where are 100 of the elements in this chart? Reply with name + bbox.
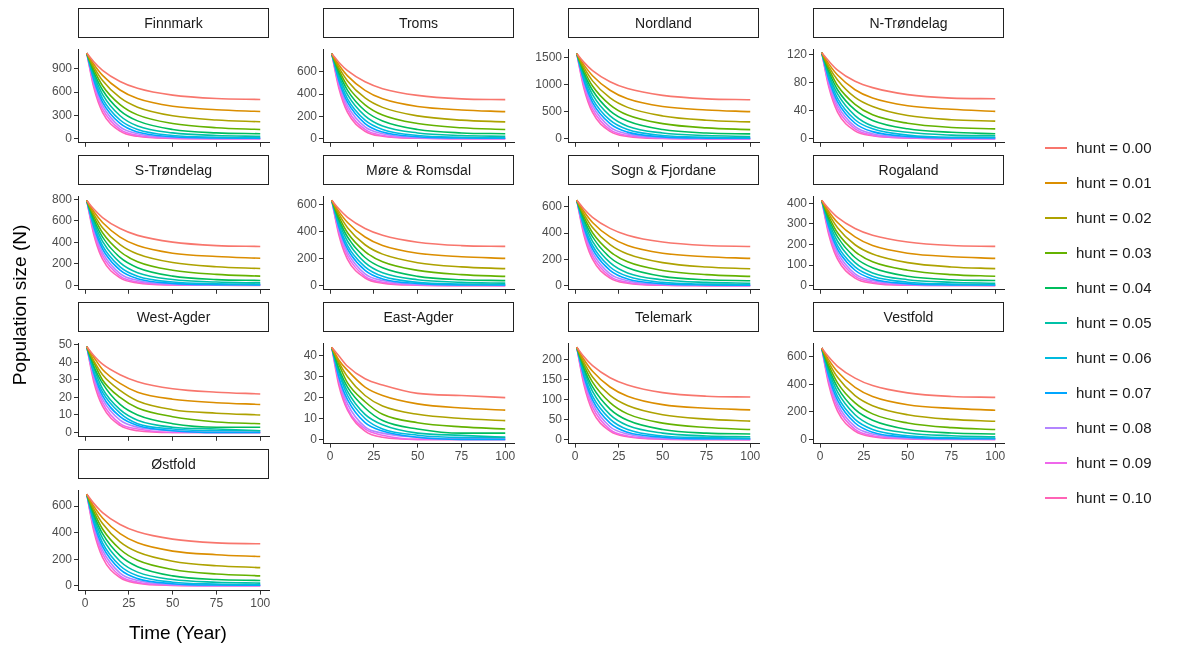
y-tick-label: 200: [51, 256, 73, 271]
x-tick-label: 50: [165, 596, 180, 611]
y-tick-label: 600: [786, 349, 808, 364]
y-tick-label: 900: [51, 61, 73, 76]
y-tick-label: 0: [310, 131, 318, 146]
line-series: [330, 199, 507, 248]
y-tick-label: 0: [800, 130, 808, 145]
y-tick-label: 600: [296, 63, 318, 78]
legend-label: hunt = 0.07: [1075, 383, 1152, 403]
y-tick-label: 0: [65, 424, 73, 439]
legend-label: hunt = 0.09: [1075, 453, 1152, 473]
x-tick-label: 50: [410, 449, 425, 464]
y-tick-label: 200: [786, 236, 808, 251]
chart-title: East-Agder: [323, 302, 514, 332]
line-series: [575, 346, 752, 398]
y-tick-label: 0: [310, 278, 318, 293]
y-tick-label: 0: [555, 131, 563, 146]
y-axis-title: Population size (N): [9, 224, 31, 386]
legend-label: hunt = 0.00: [1075, 138, 1152, 158]
chart-title: Troms: [323, 8, 514, 38]
line-series: [330, 346, 507, 399]
y-tick-label: 1000: [535, 76, 563, 91]
line-series: [820, 51, 997, 100]
x-tick-label: 100: [250, 596, 271, 611]
y-tick-label: 800: [51, 191, 73, 206]
y-tick-label: 400: [296, 86, 318, 101]
x-axis-title: Time (Year): [129, 622, 227, 644]
x-tick-label: 75: [699, 449, 714, 464]
x-tick-label: 75: [454, 449, 469, 464]
x-tick-label: 100: [985, 449, 1006, 464]
x-tick-label: 0: [326, 449, 334, 464]
y-tick-label: 400: [51, 234, 73, 249]
line-series: [575, 52, 752, 101]
chart-title: Finnmark: [78, 8, 269, 38]
y-tick-label: 10: [58, 407, 73, 422]
y-tick-label: 400: [51, 525, 73, 540]
chart-title: Nordland: [568, 8, 759, 38]
x-tick-label: 100: [740, 449, 761, 464]
legend-label: hunt = 0.04: [1075, 278, 1152, 298]
legend-label: hunt = 0.10: [1075, 488, 1152, 508]
x-tick-label: 75: [944, 449, 959, 464]
y-tick-label: 0: [65, 277, 73, 292]
legend-label: hunt = 0.02: [1075, 208, 1152, 228]
x-tick-label: 50: [655, 449, 670, 464]
y-tick-label: 40: [58, 354, 73, 369]
y-tick-label: 200: [296, 108, 318, 123]
y-tick-label: 400: [296, 223, 318, 238]
y-tick-label: 0: [555, 278, 563, 293]
y-tick-label: 0: [800, 278, 808, 292]
line-series: [85, 493, 262, 545]
legend-label: hunt = 0.05: [1075, 313, 1152, 333]
chart-title: Rogaland: [813, 155, 1004, 185]
y-tick-label: 80: [793, 75, 808, 90]
y-tick-label: 200: [541, 251, 563, 266]
chart-title: Møre & Romsdal: [323, 155, 514, 185]
chart-title: Vestfold: [813, 302, 1004, 332]
y-tick-label: 400: [786, 195, 808, 210]
y-tick-label: 1500: [535, 49, 563, 64]
line-series: [575, 199, 752, 248]
y-tick-label: 600: [51, 213, 73, 228]
y-tick-label: 0: [555, 431, 563, 446]
x-tick-label: 50: [900, 449, 915, 464]
y-tick-label: 0: [800, 431, 808, 446]
x-tick-label: 25: [612, 449, 626, 464]
y-tick-label: 20: [303, 389, 318, 404]
legend-label: hunt = 0.01: [1075, 173, 1152, 193]
x-tick-label: 25: [122, 596, 136, 611]
x-tick-label: 75: [209, 596, 224, 611]
y-tick-label: 30: [303, 368, 318, 383]
y-tick-label: 40: [303, 348, 318, 363]
chart-title: Sogn & Fjordane: [568, 155, 759, 185]
y-tick-label: 150: [541, 371, 563, 386]
y-tick-label: 200: [786, 404, 808, 419]
y-tick-label: 100: [786, 257, 808, 272]
y-tick-label: 100: [541, 391, 563, 406]
y-tick-label: 200: [51, 551, 73, 566]
x-tick-label: 0: [81, 596, 89, 611]
y-tick-label: 0: [310, 431, 318, 446]
legend-label: hunt = 0.06: [1075, 348, 1152, 368]
y-tick-label: 500: [541, 104, 563, 119]
y-tick-label: 600: [541, 199, 563, 214]
y-tick-label: 30: [58, 372, 73, 387]
y-tick-label: 300: [51, 107, 73, 122]
x-tick-label: 0: [571, 449, 579, 464]
y-tick-label: 600: [296, 196, 318, 211]
line-series: [85, 199, 262, 248]
line-series: [820, 199, 997, 248]
chart-title: Østfold: [78, 449, 269, 479]
x-tick-label: 25: [857, 449, 871, 464]
y-tick-label: 20: [58, 389, 73, 404]
line-series: [330, 52, 507, 101]
y-tick-label: 200: [296, 250, 318, 265]
y-tick-label: 0: [65, 131, 73, 146]
y-tick-label: 50: [58, 337, 73, 352]
y-tick-label: 300: [786, 216, 808, 231]
legend-label: hunt = 0.03: [1075, 243, 1152, 263]
y-tick-label: 200: [541, 351, 563, 366]
y-tick-label: 400: [786, 376, 808, 391]
line-series: [85, 52, 262, 101]
y-tick-label: 40: [793, 102, 808, 117]
